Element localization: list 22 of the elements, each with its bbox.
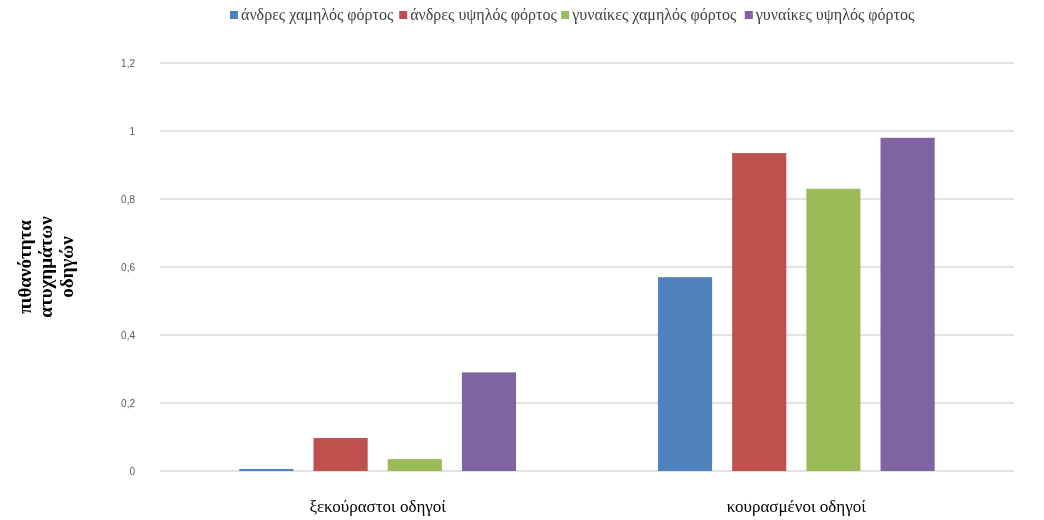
y-tick-label: 1	[129, 125, 136, 137]
legend-label: άνδρες υψηλός φόρτος	[410, 6, 558, 24]
bar	[387, 459, 442, 471]
bar	[461, 372, 517, 471]
legend-label: γυναίκες υψηλός φόρτος	[754, 6, 915, 24]
x-tick-label: ξεκούραστοι οδηγοί	[309, 497, 447, 516]
y-tick-label: 0,4	[121, 329, 136, 341]
legend-label: άνδρες χαμηλός φόρτος	[241, 6, 395, 24]
y-tick-label: 0,8	[121, 193, 136, 205]
bar	[239, 468, 294, 471]
bar	[657, 277, 713, 471]
legend-label: γυναίκες χαμηλός φόρτος	[571, 6, 738, 24]
bar	[880, 137, 935, 471]
x-tick-label: κουρασμένοι οδηγοί	[726, 497, 867, 516]
bar	[313, 438, 368, 471]
bar	[732, 153, 787, 471]
y-tick-label: 0,2	[121, 397, 136, 409]
y-tick-label: 0	[129, 465, 136, 477]
bar	[806, 188, 861, 471]
y-axis-title: πιθανότητα ατυχημάτων οδηγών	[14, 215, 77, 318]
y-tick-label: 0,6	[121, 261, 136, 273]
y-tick-label: 1,2	[121, 57, 136, 69]
